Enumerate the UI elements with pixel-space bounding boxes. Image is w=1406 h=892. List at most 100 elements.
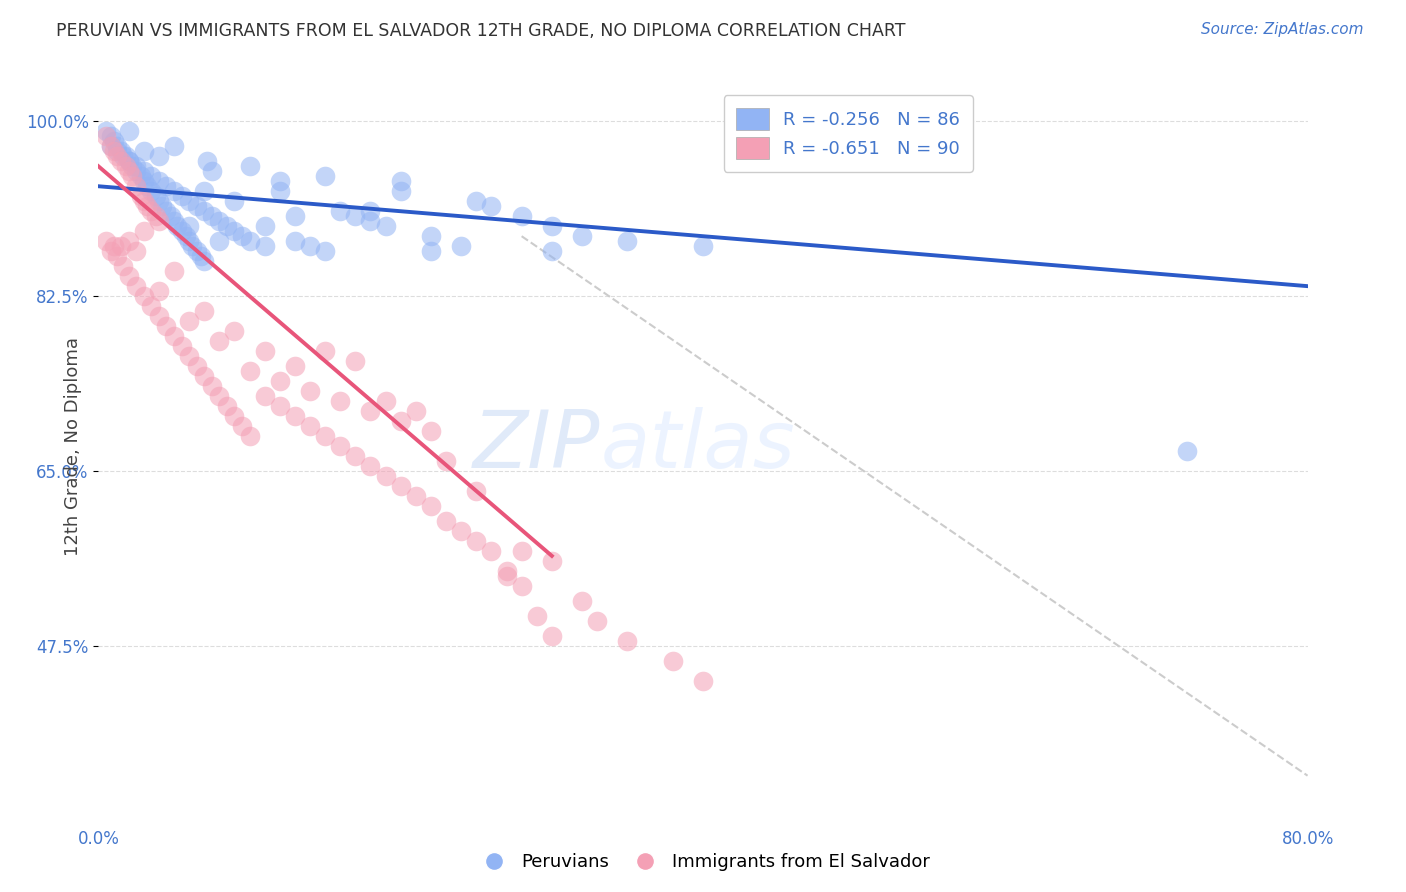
Point xyxy=(118,164,141,178)
Point xyxy=(163,214,186,228)
Point xyxy=(201,209,224,223)
Point xyxy=(179,314,201,328)
Point xyxy=(135,199,157,213)
Point xyxy=(389,174,412,188)
Point xyxy=(100,139,122,153)
Point xyxy=(389,479,412,493)
Point xyxy=(344,449,367,463)
Point xyxy=(170,339,193,353)
Point xyxy=(125,279,148,293)
Point xyxy=(389,414,412,428)
Point xyxy=(208,214,231,228)
Point xyxy=(193,204,215,219)
Point xyxy=(481,544,503,558)
Point xyxy=(540,554,562,568)
Point xyxy=(118,154,141,169)
Point xyxy=(450,239,472,253)
Point xyxy=(405,404,427,418)
Point xyxy=(100,244,122,259)
Point xyxy=(148,194,170,209)
Point xyxy=(94,124,117,138)
Point xyxy=(141,204,163,219)
Point xyxy=(118,269,141,284)
Point xyxy=(239,429,262,443)
Point xyxy=(132,145,155,159)
Point xyxy=(100,129,122,144)
Point xyxy=(155,319,177,334)
Point xyxy=(114,149,136,163)
Point xyxy=(179,234,201,248)
Point xyxy=(186,359,208,373)
Point xyxy=(465,483,488,498)
Point xyxy=(135,179,157,194)
Point xyxy=(145,209,167,223)
Point xyxy=(329,394,352,409)
Point xyxy=(208,389,231,403)
Point xyxy=(586,614,609,628)
Point xyxy=(360,404,382,418)
Point xyxy=(193,369,215,384)
Point xyxy=(239,364,262,378)
Point xyxy=(239,159,262,173)
Point xyxy=(540,219,562,234)
Point xyxy=(118,234,141,248)
Point xyxy=(360,204,382,219)
Point xyxy=(141,184,163,198)
Point xyxy=(269,399,291,413)
Point xyxy=(692,673,714,688)
Point xyxy=(132,194,155,209)
Point xyxy=(132,164,155,178)
Point xyxy=(299,419,322,434)
Point xyxy=(284,409,307,423)
Text: Source: ZipAtlas.com: Source: ZipAtlas.com xyxy=(1201,22,1364,37)
Point xyxy=(344,209,367,223)
Point xyxy=(374,394,396,409)
Point xyxy=(495,564,517,578)
Point xyxy=(571,594,593,608)
Point xyxy=(360,458,382,473)
Point xyxy=(163,184,186,198)
Text: atlas: atlas xyxy=(600,407,794,485)
Point xyxy=(269,184,291,198)
Point xyxy=(692,239,714,253)
Point xyxy=(360,214,382,228)
Point xyxy=(141,169,163,184)
Point xyxy=(510,579,533,593)
Point xyxy=(103,134,125,148)
Point xyxy=(299,239,322,253)
Point xyxy=(329,204,352,219)
Point xyxy=(103,145,125,159)
Point xyxy=(374,469,396,483)
Point xyxy=(125,179,148,194)
Point xyxy=(374,219,396,234)
Point xyxy=(253,389,276,403)
Point xyxy=(329,439,352,453)
Point xyxy=(420,499,443,513)
Point xyxy=(434,514,457,528)
Point xyxy=(481,199,503,213)
Point xyxy=(389,184,412,198)
Point xyxy=(121,159,143,173)
Point xyxy=(110,145,132,159)
Point xyxy=(201,164,224,178)
Point xyxy=(145,189,167,203)
Point xyxy=(540,629,562,643)
Point xyxy=(193,304,215,318)
Point xyxy=(510,209,533,223)
Point xyxy=(195,154,218,169)
Point xyxy=(193,184,215,198)
Text: ZIP: ZIP xyxy=(472,407,600,485)
Point xyxy=(1175,444,1198,458)
Point xyxy=(111,259,134,273)
Point xyxy=(465,194,488,209)
Point xyxy=(166,219,188,234)
Point xyxy=(148,214,170,228)
Point xyxy=(174,229,197,244)
Y-axis label: 12th Grade, No Diploma: 12th Grade, No Diploma xyxy=(63,336,82,556)
Point xyxy=(495,569,517,583)
Point xyxy=(231,419,253,434)
Point xyxy=(155,179,177,194)
Point xyxy=(526,608,548,623)
Point xyxy=(314,429,336,443)
Point xyxy=(253,219,276,234)
